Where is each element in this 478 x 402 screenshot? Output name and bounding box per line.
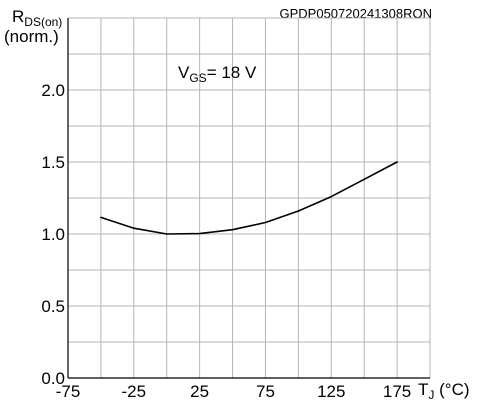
y-tick-label: 1.5 — [41, 153, 65, 172]
x-tick-label: 175 — [383, 382, 411, 401]
x-tick-label: -25 — [122, 382, 147, 401]
x-axis-label-main: T — [418, 380, 428, 399]
document-code: GPDP050720241308RON — [280, 6, 433, 21]
x-tick-label: 25 — [190, 382, 209, 401]
y-tick-label: 1.0 — [41, 225, 65, 244]
y-axis-unit: (norm.) — [4, 27, 59, 46]
x-axis-label: TJ (°C) — [418, 380, 470, 402]
annotation-sub: GS — [189, 71, 206, 85]
y-axis-label-main: R — [12, 7, 24, 26]
x-tick-label: -75 — [56, 382, 81, 401]
y-axis-label: RDS(on) — [12, 7, 62, 29]
y-tick-label: 0.5 — [41, 297, 65, 316]
annotation-rest: = 18 V — [207, 63, 257, 82]
y-tick-label: 2.0 — [41, 81, 65, 100]
series-layer — [100, 161, 398, 235]
y-axis-label-sub: DS(on) — [24, 15, 62, 29]
x-axis-label-unit: (°C) — [434, 380, 469, 399]
grid — [67, 17, 431, 379]
y-tick-label: 0.0 — [41, 369, 65, 388]
x-tick-label: 75 — [256, 382, 275, 401]
x-tick-labels: -75 -25 25 75 125 175 — [56, 382, 412, 401]
x-axis-label-sub: J — [428, 388, 434, 402]
gate-voltage-annotation: VGS= 18 V — [178, 63, 257, 85]
y-tick-labels: 0.0 0.5 1.0 1.5 2.0 — [41, 81, 65, 388]
x-tick-label: 125 — [317, 382, 345, 401]
annotation-main: V — [178, 63, 190, 82]
series-line — [100, 161, 398, 235]
